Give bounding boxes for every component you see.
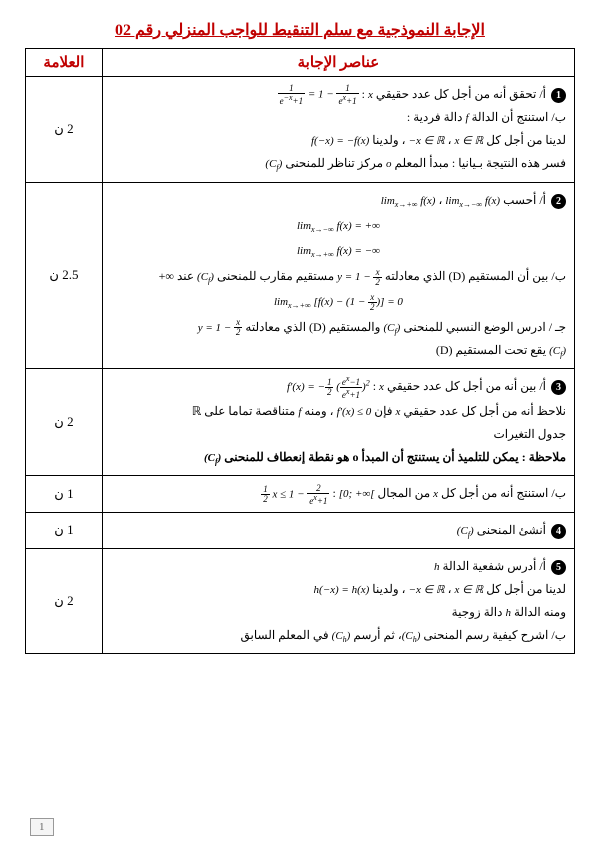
grade-cell-1: 2.5 ن [26,182,103,369]
col-grade: العلامة [26,49,103,77]
grade-cell-2: 2 ن [26,369,103,476]
doc-title: الإجابة النموذجية مع سلم التنقيط للواجب … [25,20,575,40]
answer-cell-3: ب/ استنتج أنه من أجل كل x من المجال [0; … [102,476,574,512]
grade-cell-0: 2 ن [26,77,103,183]
answer-cell-4: 4 أنشئ المنحنى (Cf) [102,512,574,548]
answer-cell-0: 1 أ/ تحقق أنه من أجل كل عدد حقيقي x : 1e… [102,77,574,183]
grade-cell-5: 2 ن [26,549,103,654]
col-answers: عناصر الإجابة [102,49,574,77]
answer-cell-1: 2 أ/ أحسب limx→−∞ f(x) ، limx→+∞ f(x)lim… [102,182,574,369]
answer-cell-5: 5 أ/ أدرس شفعية الدالة hلدينا من أجل كل … [102,549,574,654]
grade-cell-3: 1 ن [26,476,103,512]
answers-table: عناصر الإجابة العلامة 1 أ/ تحقق أنه من أ… [25,48,575,654]
grade-cell-4: 1 ن [26,512,103,548]
answer-cell-2: 3 أ/ بين أنه من أجل كل عدد حقيقي x : f′(… [102,369,574,476]
page-number: 1 [30,818,54,836]
